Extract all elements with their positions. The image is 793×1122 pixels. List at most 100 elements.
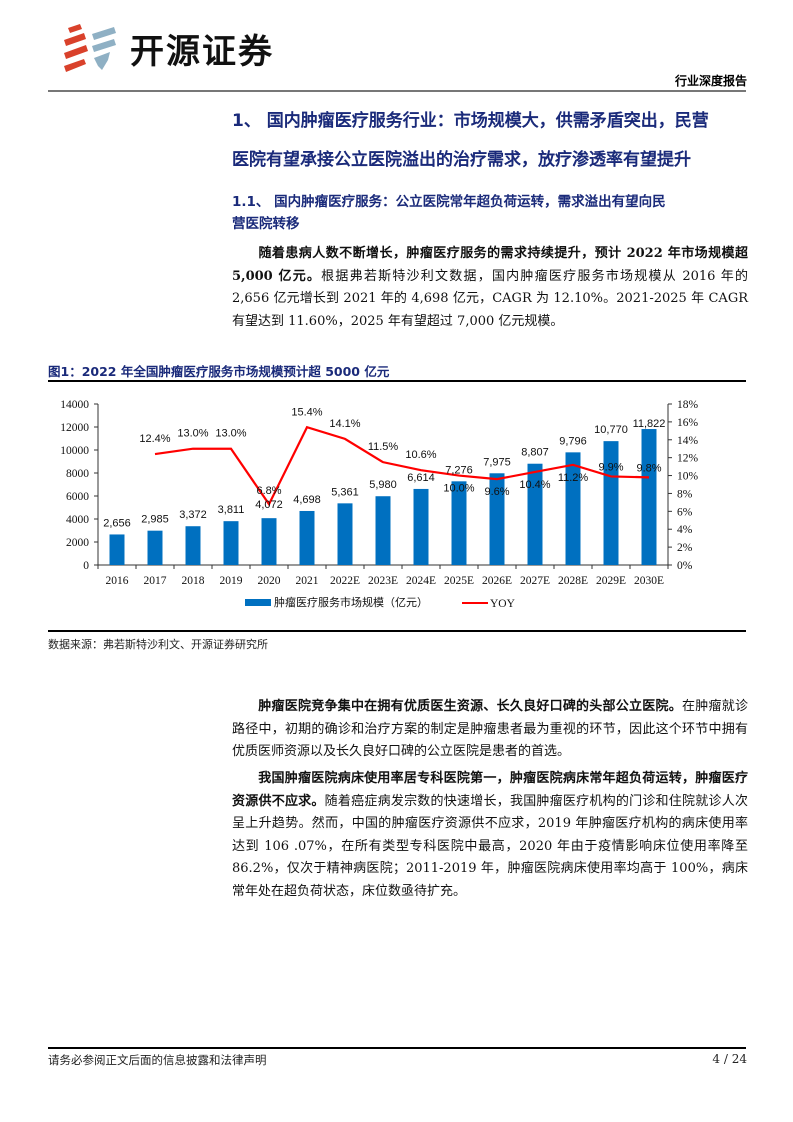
- y-left-tick: 8000: [66, 468, 89, 480]
- bar-value-label: 4,072: [255, 499, 283, 511]
- bar-value-label: 7,276: [445, 464, 473, 476]
- yoy-value-label: 10.6%: [405, 449, 436, 461]
- bar: [565, 452, 581, 565]
- legend-bar-label: 肿瘤医疗服务市场规模（亿元）: [274, 595, 428, 609]
- yoy-value-label: 11.5%: [368, 441, 399, 453]
- bar: [527, 463, 543, 565]
- page-number: 4 / 24: [712, 1052, 747, 1066]
- yoy-value-label: 13.0%: [177, 428, 208, 440]
- bar: [375, 496, 391, 565]
- y-left-tick: 2000: [66, 537, 89, 549]
- bar-value-label: 9,796: [559, 435, 587, 447]
- y-right-tick: 0%: [677, 560, 693, 572]
- yoy-value-label: 13.0%: [215, 428, 246, 440]
- x-tick-label: 2030E: [634, 575, 664, 587]
- bar: [413, 488, 429, 565]
- bar-value-label: 11,822: [633, 418, 666, 430]
- report-type: 行业深度报告: [674, 74, 747, 88]
- bar-value-label: 3,372: [179, 509, 207, 521]
- y-left-tick: 10000: [60, 445, 89, 457]
- brand-name: 开源证券: [130, 31, 274, 72]
- y-right-tick: 2%: [677, 542, 693, 554]
- yoy-value-label: 12.4%: [139, 433, 170, 445]
- yoy-value-label: 10.4%: [519, 479, 550, 491]
- y-right-tick: 18%: [677, 399, 699, 411]
- x-tick-label: 2019: [220, 575, 243, 587]
- bar: [299, 510, 315, 565]
- paragraph-competition: 肿瘤医院竞争集中在拥有优质医生资源、长久良好口碑的头部公立医院。在肿瘤就诊路径中…: [232, 696, 748, 764]
- bar-value-label: 7,975: [483, 456, 511, 468]
- x-tick-label: 2029E: [596, 575, 626, 587]
- bar: [185, 526, 201, 565]
- bar-value-label: 2,656: [103, 517, 131, 529]
- paragraph-market-size: 随着患病人数不断增长，肿瘤医疗服务的需求持续提升，预计 2022 年市场规模超 …: [232, 243, 748, 333]
- bar: [641, 429, 657, 565]
- yoy-value-label: 15.4%: [291, 406, 322, 418]
- x-tick-label: 2022E: [330, 575, 360, 587]
- y-right-tick: 4%: [677, 524, 693, 536]
- paragraph-lead: 我国肿瘤医院病床使用率居专科医院第一，肿瘤医院病床常年超负荷运转，肿瘤医疗资源供…: [232, 771, 748, 809]
- x-tick-label: 2021: [296, 575, 319, 587]
- yoy-value-label: 6.8%: [256, 485, 281, 497]
- section-heading-line-2: 医院有望承接公立医院溢出的治疗需求，放疗渗透率有望提升: [232, 150, 691, 170]
- bar-value-label: 3,811: [218, 504, 245, 516]
- y-right-tick: 14%: [677, 435, 699, 447]
- yoy-line: [154, 425, 650, 507]
- figure-title: 图1：2022 年全国肿瘤医疗服务市场规模预计超 5000 亿元: [48, 364, 390, 379]
- paragraph-body: 随着癌症病发宗数的快速增长，我国肿瘤医疗机构的门诊和住院就诊人次呈上升趋势。然而…: [232, 793, 748, 899]
- paragraph-body: 根据弗若斯特沙利文数据，国内肿瘤医疗服务市场规模从 2016 年的 2,656 …: [232, 268, 749, 329]
- x-tick-label: 2027E: [520, 575, 550, 587]
- y-left-tick: 6000: [66, 491, 89, 503]
- logo-mark-icon: [62, 22, 126, 74]
- paragraph-body: 在肿瘤就诊路径中，初期的确诊和治疗方案的制定是肿瘤患者最为重视的环节，因此这个环…: [232, 699, 748, 759]
- paragraph-bed-usage: 我国肿瘤医院病床使用率居专科医院第一，肿瘤医院病床常年超负荷运转，肿瘤医疗资源供…: [232, 768, 748, 903]
- market-size-chart: 0 2000 4000 6000 8000 10000 12000 14000 0% 2% 4% 6%…: [40, 390, 760, 629]
- yoy-value-label: 9.9%: [598, 461, 623, 473]
- x-tick-label: 2028E: [558, 575, 588, 587]
- bar: [147, 530, 163, 565]
- bar-value-label: 8,807: [521, 447, 549, 459]
- y-right-tick: 6%: [677, 506, 693, 518]
- subsection-heading: 1.1、 国内肿瘤医疗服务：公立医院常年超负荷运转，需求溢出有望向民 营医院转移: [232, 191, 752, 235]
- bar: [337, 503, 353, 565]
- bar: [261, 518, 277, 565]
- x-tick-label: 2016: [106, 575, 129, 587]
- header-divider: [48, 90, 746, 92]
- figure-source: 数据来源：弗若斯特沙利文、开源证券研究所: [48, 638, 268, 651]
- x-tick-label: 2024E: [406, 575, 436, 587]
- bar-value-label: 4,698: [293, 494, 321, 506]
- yoy-value-label: 9.6%: [484, 486, 509, 498]
- y-right-tick: 8%: [677, 488, 693, 500]
- chart-svg: 0 2000 4000 6000 8000 10000 12000 14000 0% 2% 4% 6%…: [60, 399, 699, 610]
- y-left-tick: 12000: [60, 422, 89, 434]
- y-left-tick: 0: [83, 560, 89, 572]
- figure-bottom-rule: [48, 630, 746, 632]
- paragraph-lead: 肿瘤医院竞争集中在拥有优质医生资源、长久良好口碑的头部公立医院。: [258, 699, 682, 714]
- y-right-tick: 12%: [677, 453, 699, 465]
- brand-logo: 开源证券: [62, 22, 302, 74]
- bar-value-label: 6,614: [407, 472, 435, 484]
- bar-value-label: 5,980: [369, 479, 397, 491]
- y-right-tick: 10%: [677, 471, 699, 483]
- yoy-value-label: 9.8%: [636, 462, 661, 474]
- x-tick-label: 2017: [144, 575, 167, 587]
- x-tick-label: 2023E: [368, 575, 398, 587]
- bar-value-label: 5,361: [331, 486, 359, 498]
- footer-divider: [48, 1047, 746, 1049]
- bar: [451, 481, 467, 565]
- bar: [489, 473, 505, 565]
- x-tick-label: 2026E: [482, 575, 512, 587]
- yoy-value-label: 10.0%: [443, 483, 474, 495]
- x-tick-label: 2025E: [444, 575, 474, 587]
- yoy-value-label: 14.1%: [329, 418, 360, 430]
- bar-value-label: 2,985: [141, 514, 169, 526]
- y-right-tick: 16%: [677, 417, 699, 429]
- bar: [603, 441, 619, 565]
- footer-disclaimer: 请务必参阅正文后面的信息披露和法律声明: [48, 1053, 267, 1067]
- yoy-value-label: 11.2%: [558, 472, 589, 484]
- y-left-tick: 14000: [60, 399, 89, 411]
- bar-value-label: 10,770: [594, 424, 628, 436]
- bar: [109, 534, 125, 565]
- y-left-tick: 4000: [66, 514, 89, 526]
- bar: [223, 521, 239, 565]
